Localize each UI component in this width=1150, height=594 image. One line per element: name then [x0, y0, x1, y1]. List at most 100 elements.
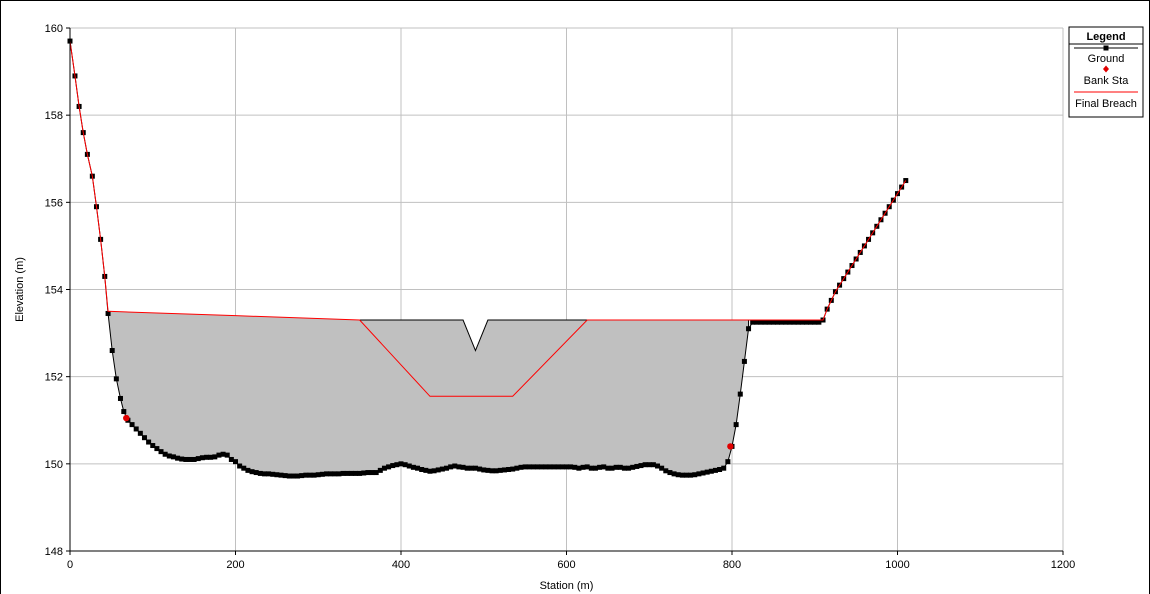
ground-point — [328, 471, 334, 477]
ground-point — [336, 471, 342, 477]
ground-point — [737, 391, 743, 397]
ground-point — [464, 465, 470, 471]
ground-point — [402, 462, 408, 468]
ground-point — [609, 465, 615, 471]
ground-point — [671, 471, 677, 477]
ground-point — [679, 472, 685, 478]
ground-point — [460, 464, 466, 470]
ground-point — [564, 464, 569, 470]
ground-point — [816, 319, 822, 325]
legend-title: Legend — [1086, 31, 1125, 43]
ground-point — [551, 464, 557, 470]
ground-point — [448, 464, 454, 470]
ground-point — [580, 464, 586, 470]
ground-point — [439, 466, 445, 472]
ground-point — [592, 465, 598, 471]
ground-point — [584, 464, 590, 470]
ground-point — [597, 464, 603, 470]
ground-point — [295, 473, 301, 479]
ground-point — [754, 319, 760, 325]
ground-point — [808, 319, 814, 325]
ground-point — [431, 468, 437, 474]
ground-point — [472, 465, 478, 471]
ground-point — [377, 467, 383, 473]
ground-point — [601, 464, 607, 470]
bank-sta-point — [727, 443, 734, 450]
ground-point — [216, 452, 222, 458]
ground-point — [241, 465, 247, 471]
ground-point — [642, 462, 648, 468]
ground-point — [700, 470, 706, 476]
ground-point — [559, 464, 565, 470]
ground-point — [812, 319, 818, 325]
x-tick-label: 800 — [723, 559, 741, 571]
ground-point — [270, 471, 276, 477]
ground-point — [770, 319, 776, 325]
ground-point — [663, 468, 669, 474]
ground-point — [204, 454, 210, 460]
ground-point — [903, 178, 909, 184]
ground-point — [117, 395, 123, 401]
ground-point — [791, 319, 797, 325]
ground-point — [783, 319, 789, 325]
ground-point — [535, 464, 541, 470]
ground-point — [795, 319, 801, 325]
x-tick-label: 1000 — [885, 559, 909, 571]
ground-point — [286, 473, 292, 479]
ground-point — [105, 310, 111, 316]
ground-point — [481, 467, 487, 473]
ground-point — [568, 464, 574, 470]
ground-point — [675, 472, 681, 478]
ground-point — [319, 471, 325, 477]
ground-point — [187, 456, 193, 462]
ground-point — [712, 467, 718, 473]
legend-bank-sta-marker — [1103, 65, 1109, 73]
ground-point — [626, 465, 632, 471]
ground-point — [141, 435, 147, 441]
ground-point — [501, 467, 507, 473]
ground-point — [166, 453, 172, 459]
ground-point — [278, 472, 284, 478]
ground-point — [373, 470, 379, 476]
ground-point — [315, 472, 321, 478]
ground-point — [158, 449, 164, 455]
x-axis-label: Station (m) — [540, 580, 594, 592]
ground-point — [621, 465, 627, 471]
dam-outline — [359, 319, 750, 352]
x-tick-label: 200 — [226, 559, 244, 571]
ground-point — [617, 464, 623, 470]
ground-point — [725, 459, 731, 465]
tick-labels: 0 200 400 600 800 1000 1200 148 150 152 154 156 158 1… — [45, 23, 1076, 571]
ground-point — [526, 464, 532, 470]
ground-point — [530, 464, 536, 470]
ground-point — [245, 467, 251, 473]
ground-point — [146, 439, 152, 445]
ground-point — [468, 465, 474, 471]
ground-point — [638, 463, 644, 469]
ground-point — [290, 473, 296, 479]
ground-point — [175, 455, 181, 461]
ground-point — [352, 470, 358, 476]
ground-point — [212, 454, 218, 460]
ground-point — [650, 462, 656, 468]
ground-point — [766, 319, 772, 325]
ground-point — [444, 465, 450, 471]
ground-point — [154, 446, 160, 452]
ground-point — [274, 472, 280, 478]
y-tick-label: 152 — [45, 372, 63, 384]
dam-fill — [108, 311, 749, 477]
ground-point — [113, 376, 119, 382]
bank-sta-point — [123, 414, 130, 422]
ground-point — [369, 470, 375, 476]
ground-point — [758, 319, 764, 325]
ground-point — [721, 465, 727, 471]
ground-point — [199, 455, 205, 461]
ground-point — [381, 465, 387, 471]
ground-point — [195, 456, 201, 462]
ground-point — [390, 463, 396, 469]
ground-point — [237, 463, 243, 469]
ground-point — [109, 348, 115, 354]
ground-point — [398, 461, 404, 467]
ground-point — [266, 471, 272, 477]
legend-bank-sta-label: Bank Sta — [1084, 75, 1130, 87]
